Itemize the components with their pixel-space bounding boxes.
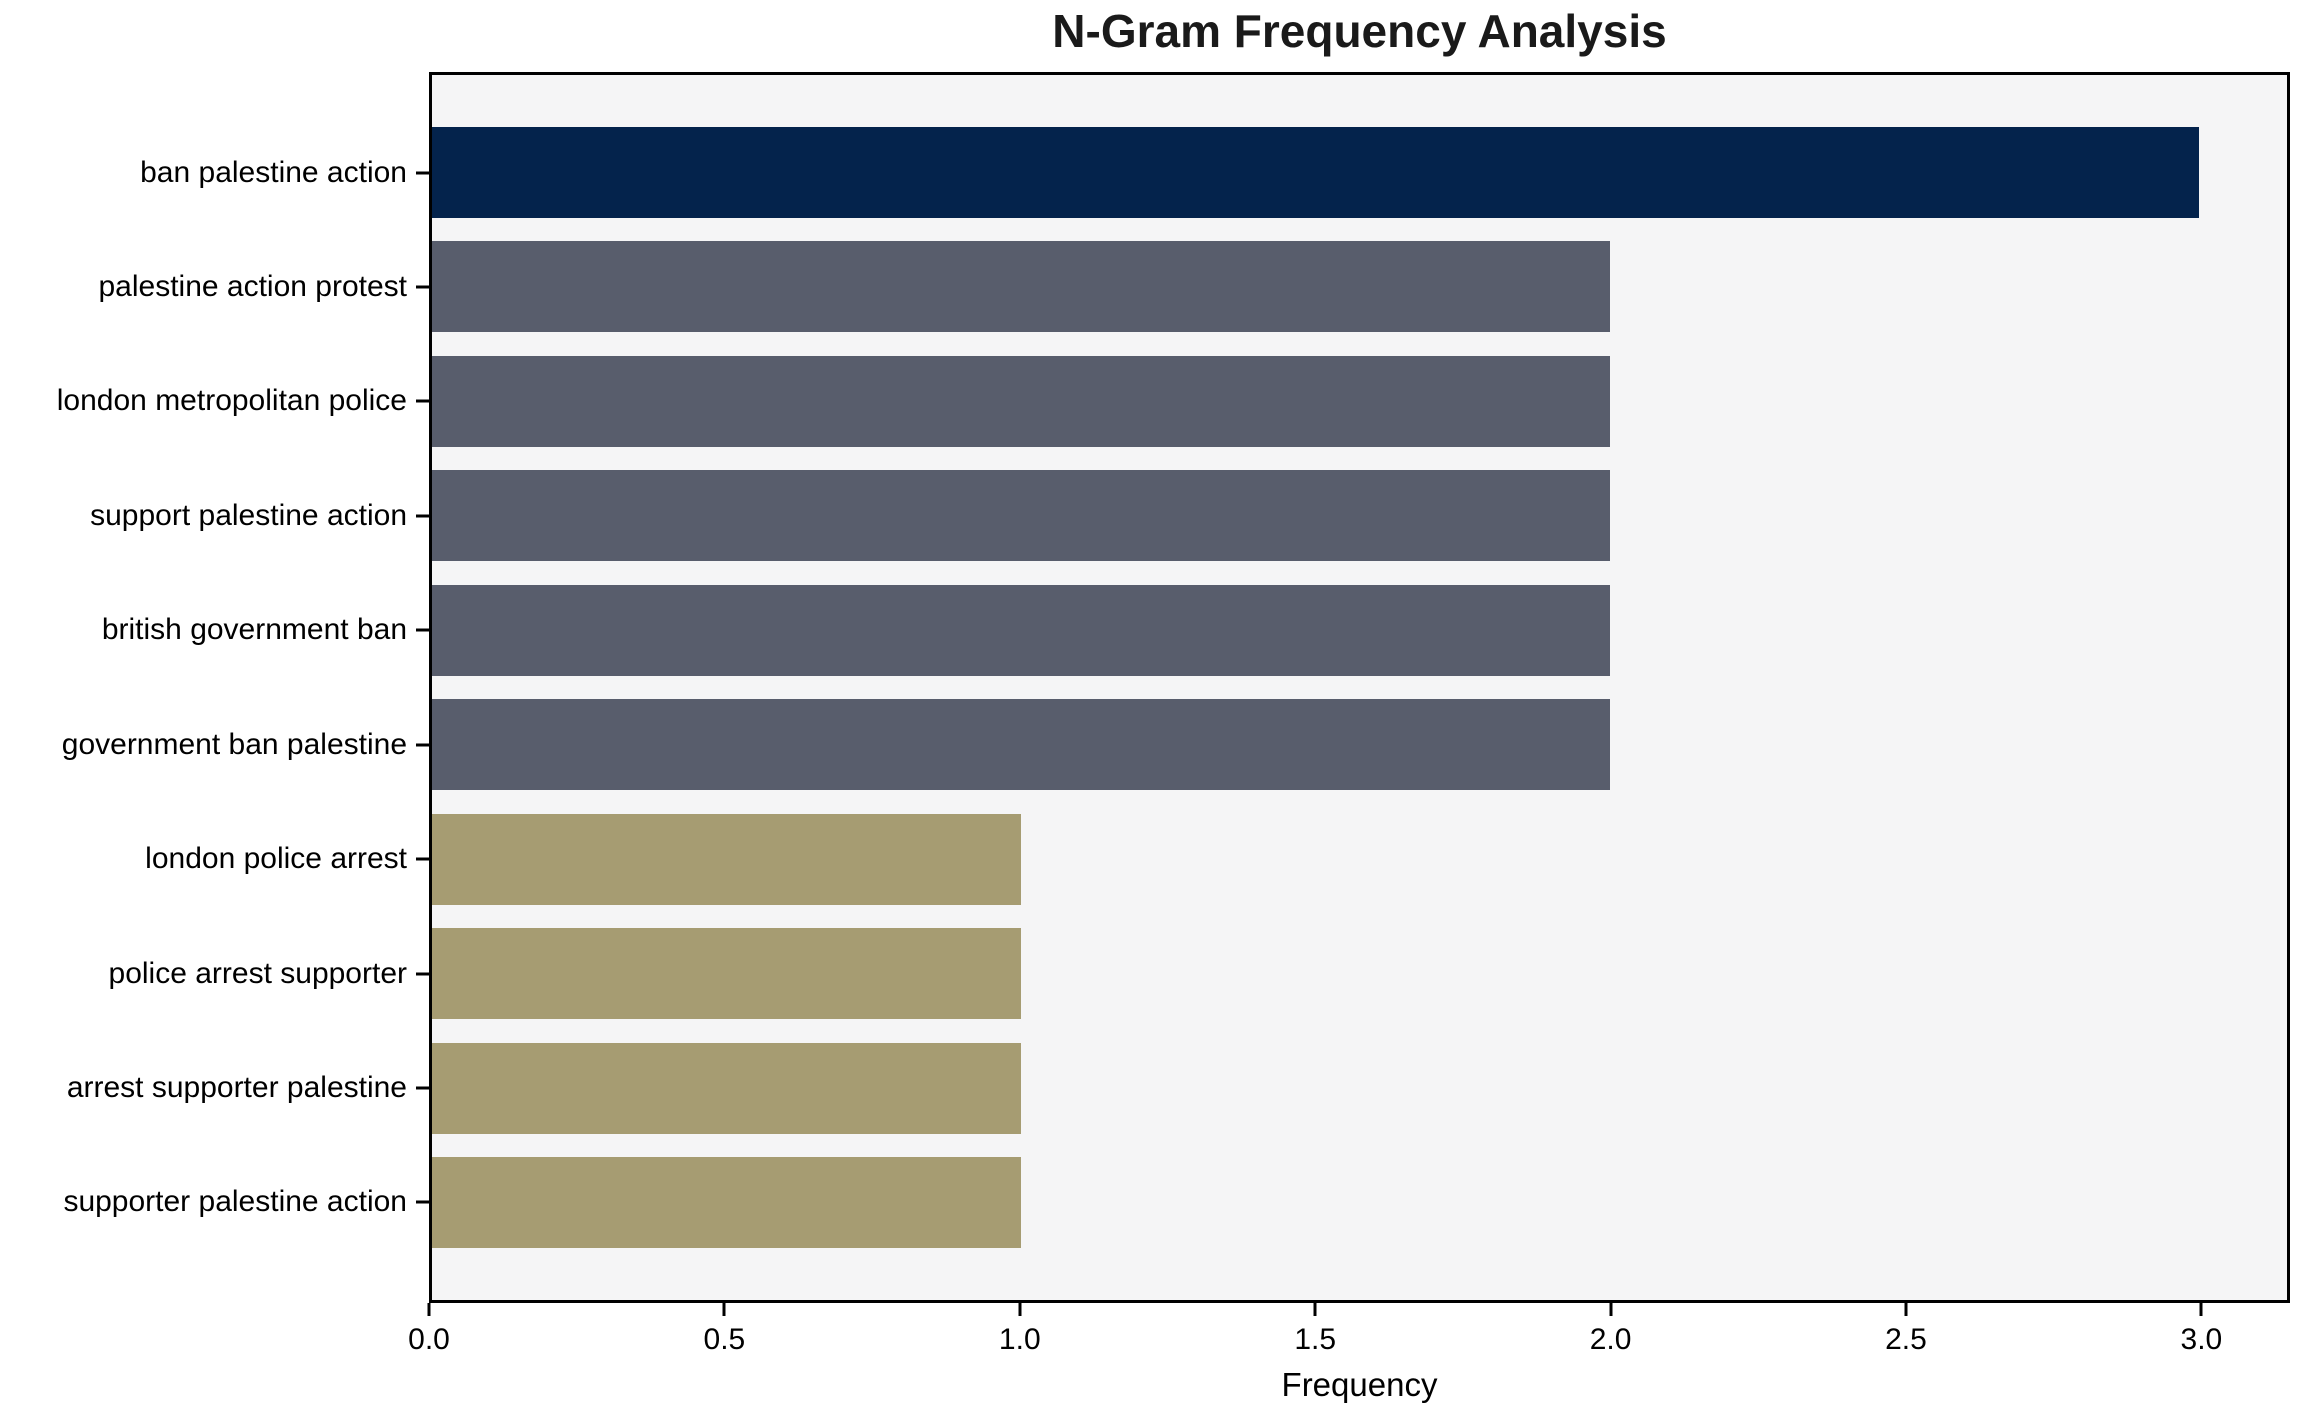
y-tick-mark	[416, 285, 429, 289]
y-tick-mark	[416, 399, 429, 403]
bar	[432, 127, 2199, 218]
bar	[432, 928, 1021, 1020]
category-label: police arrest supporter	[108, 956, 407, 990]
x-tick-label: 2.5	[1885, 1323, 1927, 1356]
y-tick-mark	[416, 1086, 429, 1090]
x-axis: 0.0 0.5 1.0 1.5 2.0 2.5 3.0	[408, 1303, 2290, 1363]
bar	[432, 470, 1610, 562]
category-label: british government ban	[101, 613, 407, 647]
category-label: support palestine action	[90, 498, 407, 532]
x-tick-mark	[1609, 1303, 1613, 1316]
x-tick-mark	[2199, 1303, 2203, 1316]
y-tick-mark	[416, 1200, 429, 1204]
y-tick-mark	[416, 972, 429, 976]
category-label: supporter palestine action	[63, 1185, 407, 1219]
plot-area: ban palestine action palestine action pro…	[57, 72, 2290, 1303]
x-tick-label: 0.5	[703, 1323, 746, 1356]
x-tick-mark	[1904, 1303, 1908, 1316]
bar-row: palestine action protest	[98, 241, 2287, 333]
y-tick-mark	[416, 514, 429, 518]
bar	[432, 1156, 1021, 1248]
category-label: london metropolitan police	[56, 384, 407, 418]
x-tick-label: 1.0	[998, 1323, 1041, 1356]
bar-rows-container: ban palestine action palestine action pro…	[57, 75, 2287, 1300]
x-tick-label: 1.5	[1294, 1323, 1337, 1356]
bar-row: police arrest supporter	[109, 928, 2287, 1020]
x-tick-mark	[427, 1303, 431, 1316]
chart-title: N-Gram Frequency Analysis	[1052, 5, 1667, 57]
bar-row: british government ban	[102, 584, 2287, 676]
category-label: ban palestine action	[140, 155, 407, 189]
y-tick-mark	[416, 857, 429, 861]
bar	[432, 584, 1610, 676]
bar-row: support palestine action	[90, 470, 2287, 562]
bar	[432, 813, 1021, 905]
bar	[432, 1042, 1021, 1134]
category-label: government ban palestine	[61, 727, 407, 761]
x-tick-label: 3.0	[2180, 1323, 2223, 1356]
category-label: london police arrest	[145, 842, 407, 876]
category-label: arrest supporter palestine	[66, 1071, 407, 1104]
x-tick-label: 0.0	[408, 1323, 450, 1356]
bar	[432, 241, 1610, 333]
bar-row: supporter palestine action	[63, 1156, 2287, 1248]
bar-row: government ban palestine	[62, 699, 2287, 791]
bar-row: ban palestine action	[140, 127, 2287, 218]
x-axis-label: Frequency	[1281, 1366, 1438, 1403]
x-tick-mark	[1018, 1303, 1022, 1316]
bar-row: london metropolitan police	[57, 355, 2287, 447]
bar	[432, 355, 1610, 447]
bar	[432, 699, 1610, 791]
y-tick-mark	[416, 171, 429, 174]
x-tick-mark	[722, 1303, 726, 1316]
category-label: palestine action protest	[98, 269, 407, 303]
y-tick-mark	[416, 628, 429, 632]
x-tick-label: 2.0	[1589, 1323, 1632, 1356]
bar-row: london police arrest	[145, 813, 2287, 905]
bar-row: arrest supporter palestine	[67, 1042, 2287, 1134]
y-tick-mark	[416, 743, 429, 747]
x-tick-mark	[1313, 1303, 1317, 1316]
